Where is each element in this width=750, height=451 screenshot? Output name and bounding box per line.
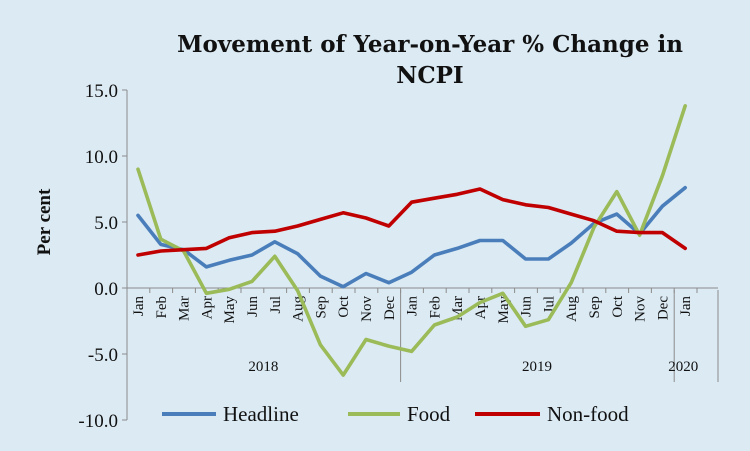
x-tick-label: Jun — [245, 296, 261, 317]
x-tick-label: Apr — [199, 296, 215, 319]
x-tick-label: Dec — [655, 296, 671, 320]
x-tick-label: May — [222, 296, 238, 324]
x-tick-label: Sep — [313, 296, 329, 319]
series-line-headline — [136, 185, 688, 289]
x-tick-label: Jan — [678, 296, 694, 316]
legend-label-food: Food — [407, 402, 451, 426]
x-tick-label: Feb — [427, 296, 443, 319]
y-tick-label: 10.0 — [85, 147, 118, 168]
chart-title-line-2: NCPI — [396, 62, 463, 89]
y-axis-label: Per cent — [34, 188, 55, 255]
x-tick-label: Sep — [587, 296, 603, 319]
series-line-food — [136, 104, 688, 377]
series-line-non-food — [136, 187, 688, 257]
y-tick-label: -5.0 — [88, 345, 118, 366]
x-tick-label: Jun — [519, 296, 535, 317]
x-tick-label: Dec — [382, 296, 398, 320]
x-tick-label: Oct — [610, 295, 626, 317]
x-tick-label: Aug — [564, 296, 580, 322]
y-tick-label: 15.0 — [85, 81, 118, 102]
chart-title-line-1: Movement of Year-on-Year % Change in — [177, 31, 683, 58]
y-tick-label: 0.0 — [94, 279, 118, 300]
x-tick-label: Jan — [405, 296, 421, 316]
legend-label-headline: Headline — [223, 402, 299, 426]
y-tick-label: -10.0 — [78, 411, 118, 432]
x-tick-label: Feb — [154, 296, 170, 319]
x-tick-label: Jan — [131, 296, 147, 316]
legend-label-non-food: Non-food — [547, 402, 629, 426]
x-tick-label: Nov — [633, 296, 649, 322]
x-tick-label: Oct — [336, 295, 352, 317]
x-tick-label: Nov — [359, 296, 375, 322]
x-tick-label: Mar — [177, 296, 193, 321]
year-label: 2019 — [522, 359, 552, 375]
y-tick-label: 5.0 — [94, 213, 118, 234]
year-label: 2018 — [248, 359, 278, 375]
x-tick-label: Jul — [268, 296, 284, 314]
year-label: 2020 — [668, 359, 698, 375]
